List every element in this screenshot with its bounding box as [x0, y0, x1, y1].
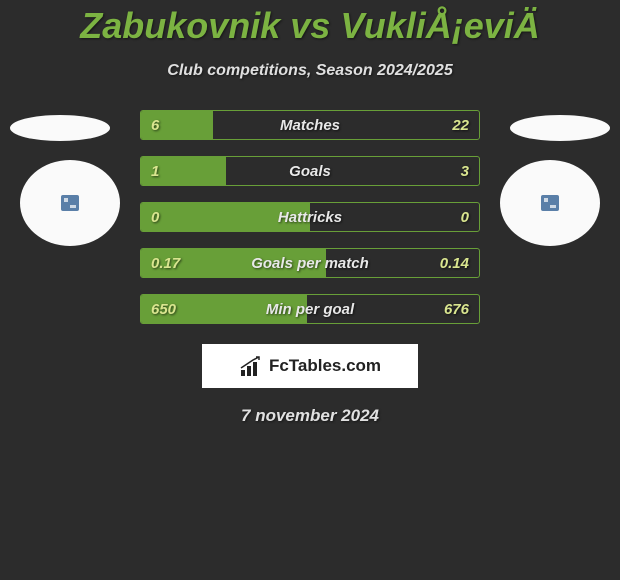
stat-right-value: 676 [444, 301, 469, 318]
player-placeholder-icon [541, 195, 559, 211]
stat-row-goals-per-match: 0.17 Goals per match 0.14 [140, 248, 480, 278]
stats-area: 6 Matches 22 1 Goals 3 0 Hattricks 0 0.1… [140, 110, 480, 324]
stat-right-value: 0.14 [440, 255, 469, 272]
stat-row-hattricks: 0 Hattricks 0 [140, 202, 480, 232]
stat-right-value: 3 [461, 163, 469, 180]
subtitle: Club competitions, Season 2024/2025 [0, 62, 620, 80]
right-player-circle [500, 160, 600, 246]
stat-label: Hattricks [278, 209, 342, 226]
player-placeholder-icon [61, 195, 79, 211]
stat-left-value: 0.17 [151, 255, 180, 272]
stat-left-value: 650 [151, 301, 176, 318]
page-title: Zabukovnik vs VukliÅ¡eviÄ [0, 0, 620, 47]
logo-box: FcTables.com [202, 344, 418, 388]
stat-label: Min per goal [266, 301, 354, 318]
bar-chart-icon [239, 356, 263, 376]
stat-label: Goals [289, 163, 331, 180]
left-ellipse [10, 115, 110, 141]
left-player-circle [20, 160, 120, 246]
logo-text: FcTables.com [269, 356, 381, 376]
right-ellipse [510, 115, 610, 141]
stat-label: Goals per match [251, 255, 369, 272]
stat-label: Matches [280, 117, 340, 134]
stat-row-matches: 6 Matches 22 [140, 110, 480, 140]
main-container: 6 Matches 22 1 Goals 3 0 Hattricks 0 0.1… [0, 110, 620, 426]
footer-date: 7 november 2024 [0, 406, 620, 426]
stat-right-value: 22 [452, 117, 469, 134]
stat-right-value: 0 [461, 209, 469, 226]
stat-left-value: 6 [151, 117, 159, 134]
stat-left-value: 1 [151, 163, 159, 180]
stat-row-min-per-goal: 650 Min per goal 676 [140, 294, 480, 324]
stat-row-goals: 1 Goals 3 [140, 156, 480, 186]
stat-left-value: 0 [151, 209, 159, 226]
